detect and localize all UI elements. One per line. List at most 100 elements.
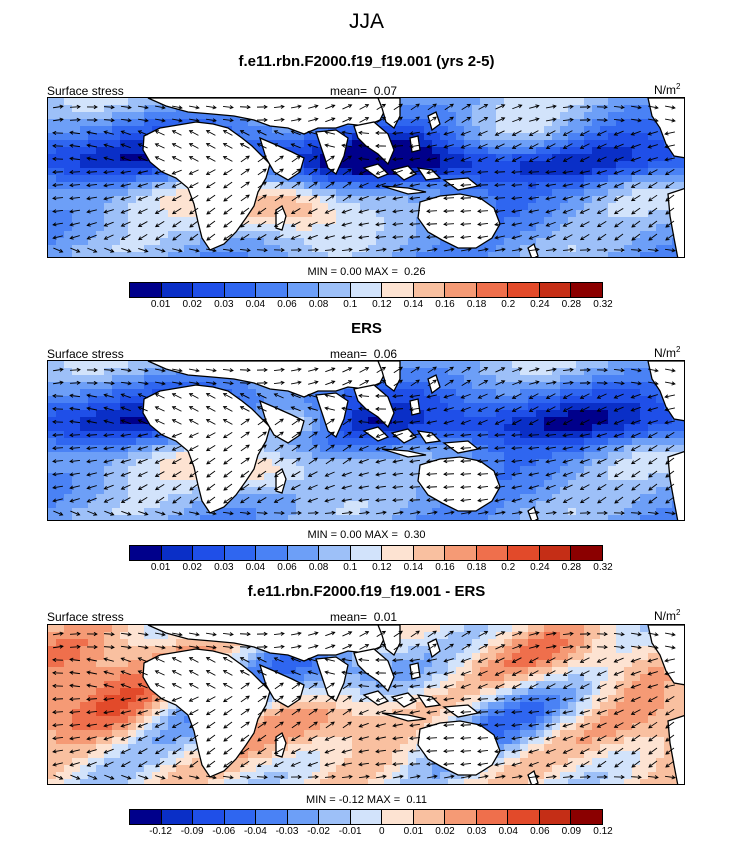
field-cell [528, 375, 537, 383]
field-cell [88, 452, 97, 460]
field-cell [240, 231, 249, 239]
vector-arrow [273, 382, 285, 384]
field-cell [48, 361, 57, 369]
field-cell [280, 508, 289, 516]
field-cell [512, 252, 521, 257]
field-cell [608, 403, 617, 411]
field-cell [72, 140, 81, 148]
field-cell [176, 445, 185, 453]
vector-arrowhead [263, 367, 268, 373]
field-cell [240, 245, 249, 253]
field-cell [184, 515, 193, 520]
vector-arrow [240, 220, 250, 228]
field-cell [416, 175, 425, 183]
vector-arrowhead [144, 118, 149, 123]
field-cell [392, 396, 401, 404]
vector-arrowhead [161, 248, 166, 253]
field-cell [664, 410, 673, 418]
field-cell [432, 361, 441, 369]
vector-arrowhead [245, 168, 250, 173]
vector-arrow [614, 195, 624, 201]
field-cell [456, 154, 465, 162]
field-cell [56, 466, 65, 474]
colorbar-tick-label: 0.1 [343, 299, 358, 310]
vector-arrowhead [307, 130, 312, 135]
vector-arrowhead [240, 210, 245, 215]
vector-arrowhead [222, 406, 228, 410]
vector-arrow [358, 235, 370, 239]
field-cell [640, 189, 649, 197]
vector-arrowhead [511, 132, 517, 136]
field-cell [576, 112, 585, 120]
vector-arrow [665, 233, 675, 241]
field-cell [536, 154, 545, 162]
field-cell [448, 389, 457, 397]
field-cell [608, 168, 617, 176]
vector-arrow [665, 169, 675, 175]
field-cell [640, 196, 649, 204]
vector-arrow [563, 183, 573, 187]
vector-arrow [53, 247, 63, 253]
field-cell [336, 189, 345, 197]
field-cell [512, 182, 521, 190]
panel-1-colorbar-ticks: 0.01 0.02 0.03 0.04 0.06 0.08 0.1 0.12 0.14 0.16 0… [129, 299, 613, 313]
field-cell [248, 133, 257, 141]
vector-arrow [274, 143, 284, 149]
field-cell [328, 252, 337, 257]
vector-arrow [138, 208, 148, 214]
field-cell [296, 410, 305, 418]
vector-arrow [444, 157, 454, 161]
field-cell [624, 98, 633, 106]
field-cell [624, 403, 633, 411]
field-cell [128, 161, 137, 169]
field-cell [520, 494, 529, 502]
field-cell [536, 217, 545, 225]
vector-arrowhead [330, 418, 335, 423]
field-cell [440, 147, 449, 155]
field-cell [272, 252, 281, 257]
vector-arrow [426, 236, 438, 238]
field-cell [120, 231, 129, 239]
vector-arrow [155, 208, 165, 214]
field-cell [616, 154, 625, 162]
field-cell [640, 417, 649, 425]
coastline [409, 398, 421, 416]
stress-vectors [52, 366, 676, 516]
field-cell [520, 508, 529, 516]
field-cell [384, 466, 393, 474]
field-cell [168, 182, 177, 190]
field-cell [248, 119, 257, 127]
field-cell [368, 501, 377, 509]
vector-arrow [477, 184, 489, 186]
vector-arrowhead [518, 104, 523, 109]
vector-arrow [461, 367, 471, 373]
field-cell [576, 466, 585, 474]
field-cell [592, 501, 601, 509]
vector-arrowhead [348, 380, 353, 384]
vector-arrowhead [263, 117, 268, 123]
field-cell [328, 487, 337, 495]
field-cell [432, 147, 441, 155]
field-cell [128, 196, 137, 204]
vector-arrow [189, 368, 199, 372]
field-cell [104, 182, 113, 190]
field-cell [64, 466, 73, 474]
field-cell [576, 154, 585, 162]
field-cell [536, 501, 545, 509]
field-cell [648, 140, 657, 148]
field-cell [568, 389, 577, 397]
field-cell [584, 217, 593, 225]
vector-arrowhead [443, 407, 448, 412]
field-cell [152, 501, 161, 509]
field-cell [632, 133, 641, 141]
vector-arrowhead [331, 104, 336, 109]
field-cell [136, 133, 145, 141]
field-cell [624, 154, 633, 162]
field-cell [320, 424, 329, 432]
field-cell [472, 403, 481, 411]
vector-arrow [291, 234, 301, 240]
field-cell [152, 203, 161, 211]
field-cell [520, 403, 529, 411]
field-cell [552, 466, 561, 474]
field-cell [328, 452, 337, 460]
